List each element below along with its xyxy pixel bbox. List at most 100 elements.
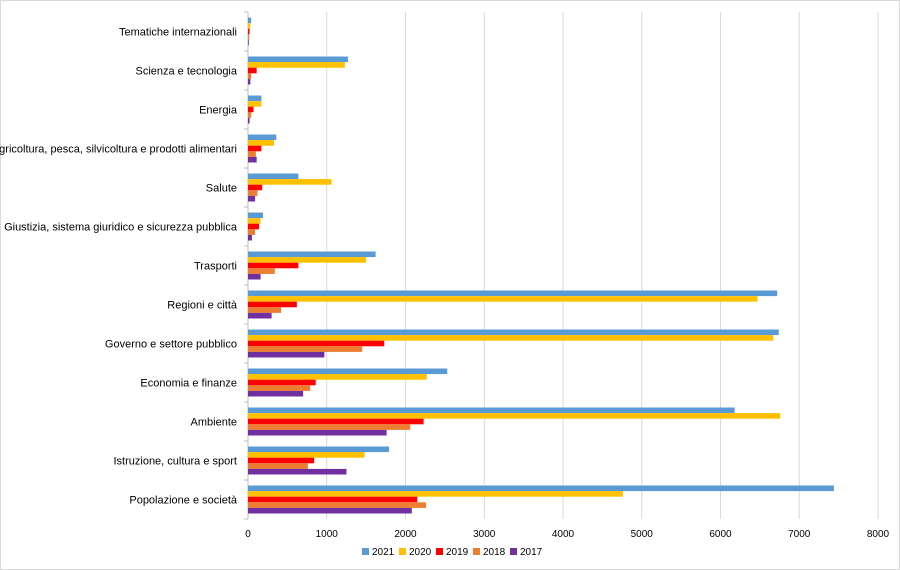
bar-2020 [248,23,251,29]
bar-2019 [248,223,260,230]
bar-2017 [248,429,387,436]
legend-label: 2018 [483,547,506,558]
x-tick-label: 8000 [867,529,890,540]
bar-2021 [248,56,349,63]
x-tick-label: 7000 [788,529,811,540]
bar-2017 [248,156,257,163]
bar-2017 [248,234,252,241]
x-tick-label: 6000 [709,529,732,540]
legend-swatch-2020 [399,548,406,555]
bar-2018 [248,112,252,118]
bar-2019 [248,145,262,152]
bar-2020 [248,179,332,185]
bar-2018 [248,190,258,196]
x-tick-label: 0 [245,529,251,540]
bar-2020 [248,140,274,146]
category-label: Istruzione, cultura e sport [113,456,237,468]
bar-2019 [248,340,385,347]
bar-2018 [248,463,308,469]
category-label: Trasporti [194,261,237,273]
bar-2019 [248,496,418,503]
bar-2017 [248,39,249,46]
bar-2019 [248,457,315,464]
category-label: Salute [206,183,237,195]
legend-swatch-2018 [473,548,480,555]
bar-2018 [248,268,275,274]
bar-2020 [248,101,262,107]
bar-2021 [248,95,262,102]
x-tick-label: 5000 [631,529,654,540]
bar-2021 [248,251,376,258]
bar-2017 [248,390,304,397]
category-label: Economia e finanze [140,378,237,390]
category-label: Ambiente [191,417,237,429]
bar-2021 [248,134,277,141]
bar-2017 [248,78,251,85]
bar-2020 [248,413,781,419]
bar-2019 [248,67,257,74]
bar-2021 [248,290,778,297]
category-label: Tematiche internazionali [119,27,237,39]
bar-2018 [248,424,411,430]
bar-2018 [248,229,256,235]
bar-2019 [248,28,250,35]
bar-2018 [248,307,282,313]
bar-2021 [248,485,834,492]
bar-2018 [248,34,250,40]
bar-2017 [248,117,250,124]
legend-swatch-2017 [510,548,517,555]
bar-2021 [248,446,389,453]
bar-2021 [248,368,448,375]
bar-2019 [248,184,263,191]
legend-swatch-2019 [436,548,443,555]
bar-2020 [248,452,365,458]
bar-2018 [248,73,252,79]
bar-2020 [248,491,623,497]
bar-2019 [248,106,254,113]
bar-2021 [248,173,299,180]
bar-2019 [248,301,297,308]
category-label: Giustizia, sistema giuridico e sicurezza… [4,222,238,234]
bar-2017 [248,312,272,319]
bar-2020 [248,335,774,341]
bar-2021 [248,212,263,219]
category-label: Energia [199,105,238,117]
bar-2021 [248,329,779,336]
x-tick-label: 4000 [552,529,575,540]
bar-2018 [248,151,256,157]
bar-2018 [248,502,426,508]
bar-2020 [248,62,345,68]
bar-2020 [248,296,758,302]
bar-2020 [248,257,367,263]
bar-2017 [248,351,325,358]
bar-2021 [248,407,735,414]
bar-2019 [248,262,299,269]
bar-2017 [248,468,347,475]
bar-2018 [248,346,363,352]
bar-2021 [248,17,252,24]
bar-2019 [248,379,316,386]
bar-2020 [248,218,261,224]
bar-2017 [248,507,412,514]
legend-label: 2019 [446,547,469,558]
legend-label: 2017 [520,547,543,558]
category-label: Regioni e città [167,300,238,312]
bar-2017 [248,273,261,280]
bar-2019 [248,418,424,425]
category-label: Popolazione e società [129,495,238,507]
category-label: Agricoltura, pesca, silvicoltura e prodo… [0,144,237,156]
category-label: Scienza e tecnologia [135,66,237,78]
bar-2017 [248,195,256,202]
category-label: Governo e settore pubblico [105,339,237,351]
bar-2020 [248,374,427,380]
legend-label: 2020 [409,547,432,558]
x-tick-label: 2000 [394,529,417,540]
legend-label: 2021 [372,547,395,558]
x-tick-label: 1000 [316,529,339,540]
x-tick-label: 3000 [473,529,496,540]
bar-2018 [248,385,311,391]
legend-swatch-2021 [362,548,369,555]
